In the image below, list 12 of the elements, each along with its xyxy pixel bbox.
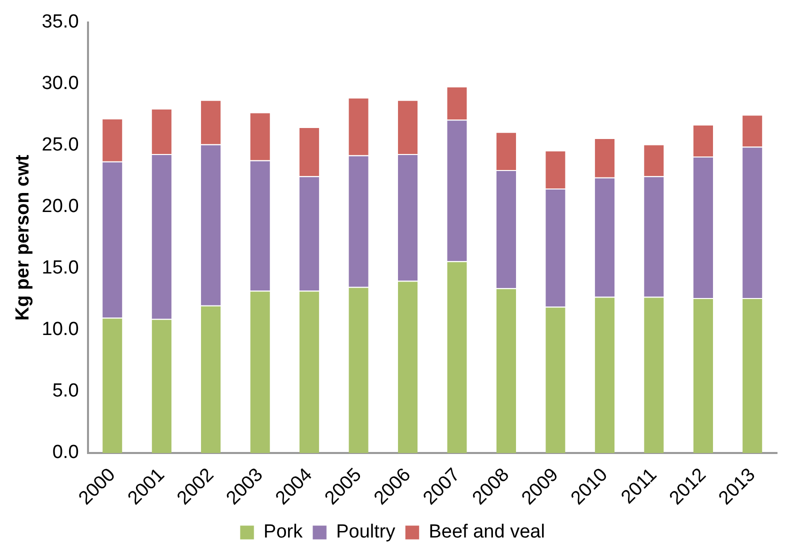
legend-label: Pork xyxy=(264,522,304,543)
y-tick-label: 0.0 xyxy=(52,442,79,464)
y-tick-label: 10.0 xyxy=(42,319,79,340)
y-tick-label: 5.0 xyxy=(52,380,79,402)
y-axis-title: Kg per person cwt xyxy=(12,154,34,321)
y-tick-label: 30.0 xyxy=(42,73,79,94)
y-tick-label: 15.0 xyxy=(42,258,79,279)
legend-label: Beef and veal xyxy=(428,522,545,543)
y-tick-label: 25.0 xyxy=(42,134,79,156)
y-tick-label: 35.0 xyxy=(42,12,79,33)
y-tick-label: 20.0 xyxy=(42,196,79,218)
legend-label: Poultry xyxy=(336,522,396,543)
